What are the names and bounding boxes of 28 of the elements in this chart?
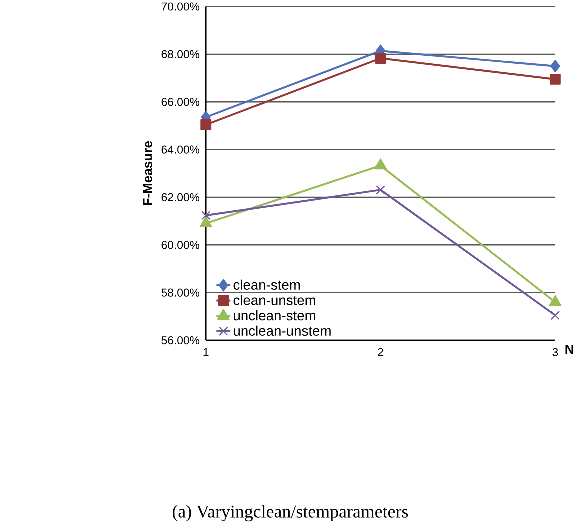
point <box>550 74 561 86</box>
y-tick-label: 68.00% <box>162 50 200 59</box>
point <box>374 158 387 170</box>
point <box>375 53 386 64</box>
y-tick-label: 66.00% <box>162 98 200 106</box>
text: (a) Varyingclean/stemparameters <box>172 506 408 522</box>
point <box>549 296 562 306</box>
x-axis-title: N <box>566 345 574 354</box>
x-tick-label: 2 <box>378 348 384 357</box>
point <box>550 311 560 320</box>
legend-label: unclean-unstem <box>234 326 331 336</box>
legend-label: unclean-stem <box>234 310 316 321</box>
point <box>376 186 386 195</box>
y-tick-label: 58.00% <box>162 289 200 298</box>
x-tick-label: 3 <box>552 348 558 357</box>
x-tick-label: 1 <box>204 348 209 356</box>
y-tick-label: 56.00% <box>162 336 200 345</box>
legend-label: clean-stem <box>234 280 300 290</box>
point <box>200 120 212 131</box>
y-tick-label: 70.00% <box>162 2 200 12</box>
y-axis-title: F-Measure <box>143 142 152 206</box>
point <box>200 216 212 228</box>
y-tick-label: 60.00% <box>162 241 200 250</box>
y-tick-label: 64.00% <box>162 146 200 154</box>
point <box>550 60 560 73</box>
point <box>202 211 211 220</box>
legend-label: clean-unstem <box>234 295 316 306</box>
y-tick-label: 62.00% <box>162 194 200 202</box>
